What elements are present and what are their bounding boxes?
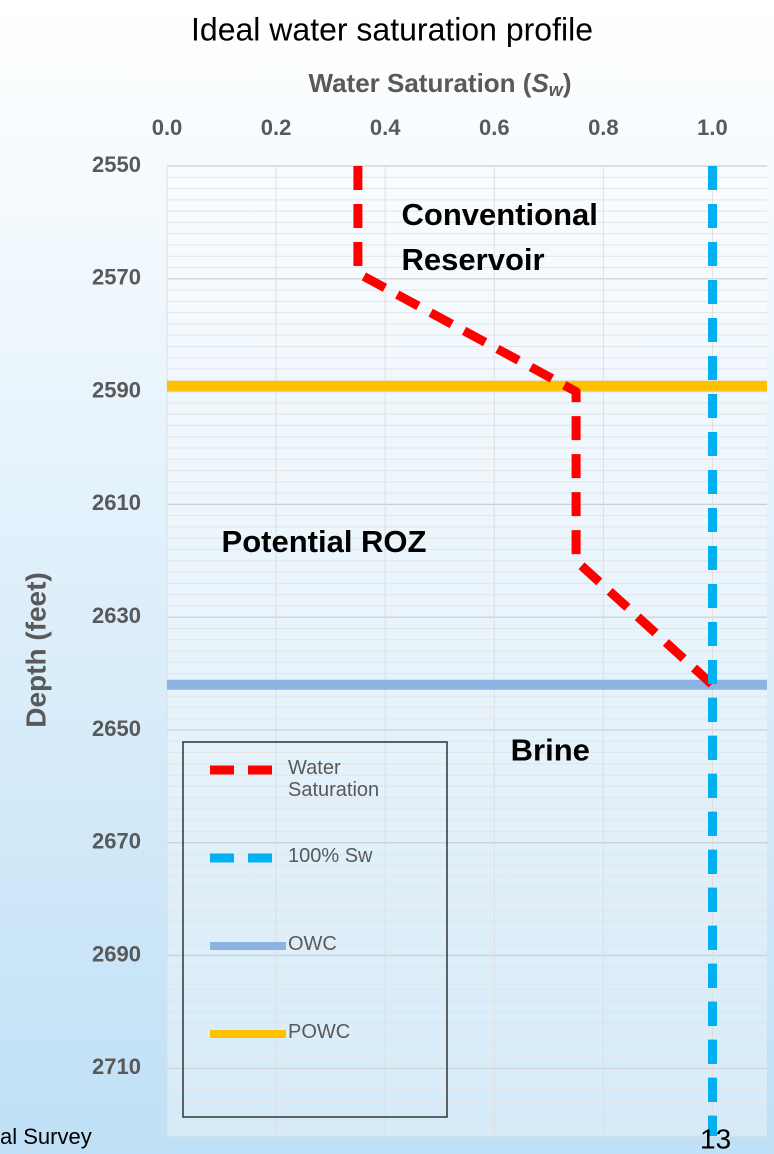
y-tick-label: 2590: [92, 377, 141, 402]
x-label-part: ): [563, 68, 572, 98]
legend-label: OWC: [288, 933, 337, 955]
footer-right: 13: [700, 1123, 731, 1154]
y-tick-label: 2630: [92, 603, 141, 628]
legend-entry: OWC: [288, 933, 337, 955]
legend-label: POWC: [288, 1021, 351, 1043]
x-tick-label: 0.4: [370, 115, 401, 140]
y-tick-label: 2710: [92, 1054, 141, 1079]
annotation: Brine: [511, 733, 590, 768]
chart-title: Ideal water saturation profile: [191, 11, 593, 47]
legend-label: Water Saturation: [288, 757, 380, 801]
x-label-part: S: [531, 68, 549, 98]
legend-entry: 100% Sw: [288, 845, 373, 867]
legend-entry: POWC: [288, 1021, 351, 1043]
y-tick-label: 2650: [92, 716, 141, 741]
x-label-part: w: [549, 80, 564, 100]
y-tick-label: 2690: [92, 941, 141, 966]
legend-label: 100% Sw: [288, 845, 373, 867]
series-line: [353, 166, 717, 1136]
x-tick-label: 0.2: [261, 115, 292, 140]
footer-left: al Survey: [0, 1124, 92, 1149]
annotation: Potential ROZ: [222, 524, 427, 559]
legend-box: [182, 741, 448, 1118]
y-tick-label: 2570: [92, 265, 141, 290]
y-tick-label: 2550: [92, 152, 141, 177]
annotation: Conventional: [402, 197, 598, 232]
x-tick-label: 0.6: [479, 115, 510, 140]
y-axis-label: Depth (feet): [20, 572, 51, 728]
x-tick-label: 0.0: [152, 115, 183, 140]
x-label-part: Water Saturation (: [309, 68, 532, 98]
legend: Water Saturation 100% Sw OWC POWC: [210, 757, 380, 1043]
y-tick-label: 2610: [92, 490, 141, 515]
x-tick-label: 1.0: [697, 115, 728, 140]
lines: [167, 166, 767, 1136]
x-axis-label: Water Saturation (Sw): [309, 68, 572, 100]
legend-entry: Water Saturation: [288, 757, 380, 801]
annotation: Reservoir: [402, 242, 545, 277]
x-tick-label: 0.8: [588, 115, 619, 140]
y-tick-label: 2670: [92, 829, 141, 854]
